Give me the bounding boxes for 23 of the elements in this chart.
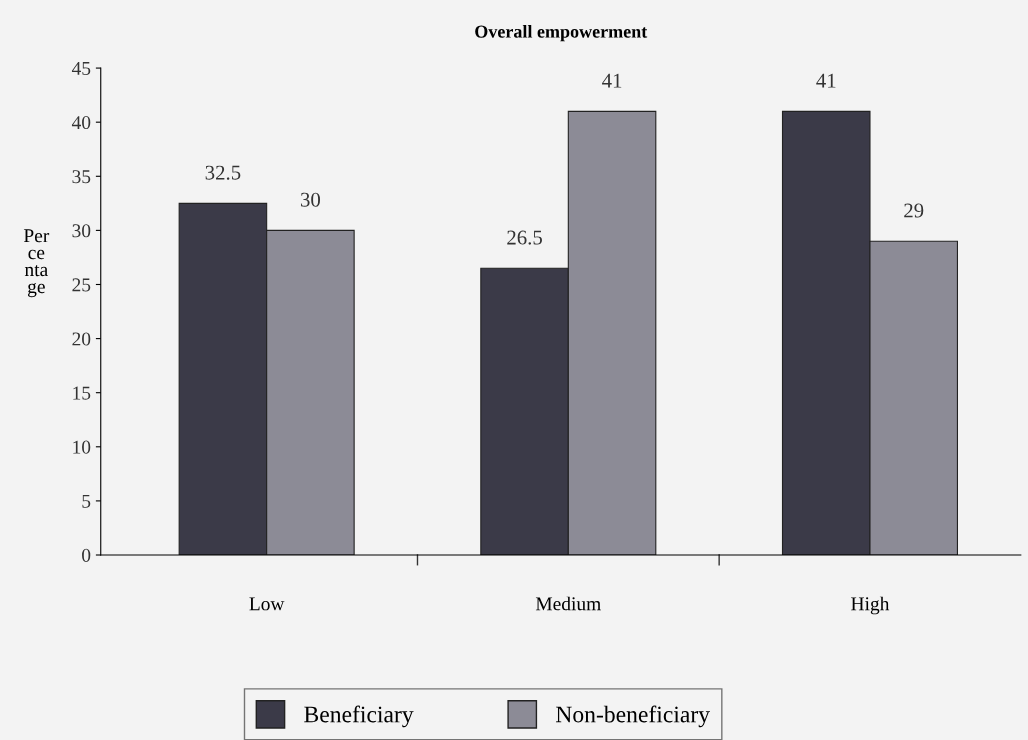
data-label: 41: [602, 73, 622, 88]
data-label: 26.5: [507, 230, 542, 245]
y-tick-label: 10: [73, 440, 91, 454]
x-tick-label: Medium: [535, 596, 601, 611]
y-tick-label: 5: [82, 494, 91, 508]
legend-label: Non-beneficiary: [555, 705, 710, 728]
y-tick-label: 30: [72, 224, 91, 238]
data-label: 41: [816, 73, 836, 88]
y-tick-label: 35: [72, 170, 91, 184]
y-axis-title: Per ce nta ge: [23, 229, 50, 298]
x-tick-label: High: [851, 596, 890, 615]
y-tick-label: 45: [71, 62, 91, 76]
data-label: 29: [904, 203, 924, 218]
y-tick-label: 40: [71, 116, 91, 130]
chart-title: Overall empowerment: [475, 25, 648, 42]
legend-label: Beneficiary: [304, 705, 414, 728]
y-tick-label: 25: [72, 278, 91, 292]
data-label: 32.5: [205, 165, 241, 180]
y-tick-label: 0: [82, 548, 91, 562]
x-tick-label: Low: [249, 597, 285, 611]
y-tick-label: 15: [73, 386, 91, 400]
data-label: 30: [300, 192, 321, 207]
y-tick-label: 20: [72, 332, 91, 346]
